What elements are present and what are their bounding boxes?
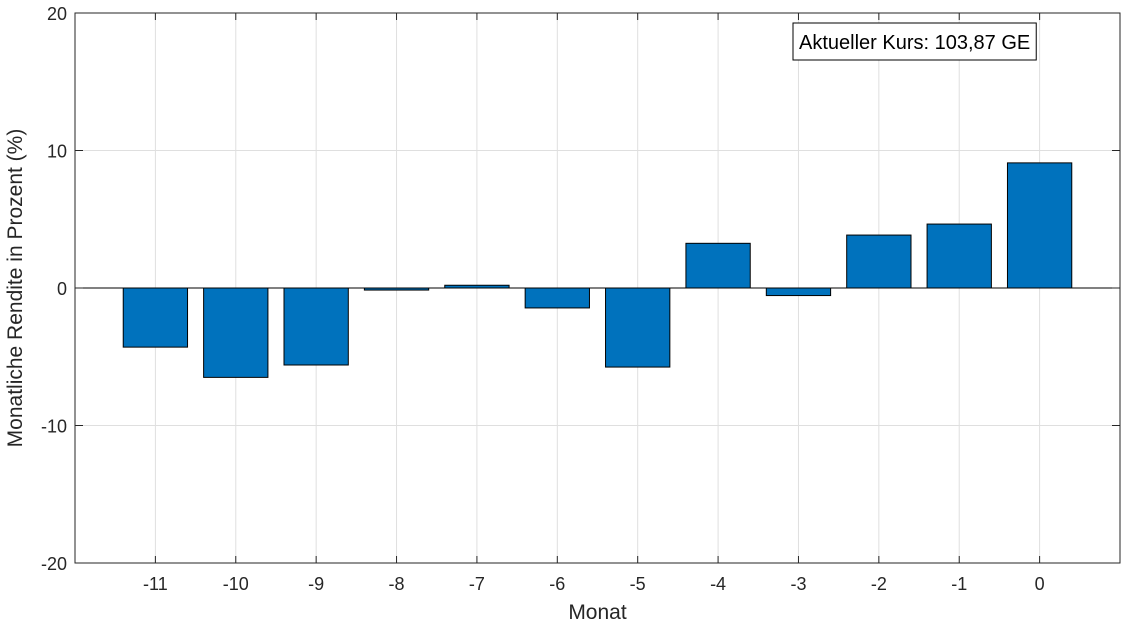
x-tick-label: -1 [951, 574, 967, 594]
x-tick-label: -5 [630, 574, 646, 594]
y-tick-labels: -20 -10 0 10 20 [41, 4, 67, 574]
x-tick-label: -9 [308, 574, 324, 594]
bar [926, 223, 992, 289]
x-tick-label: 0 [1035, 574, 1045, 594]
y-tick-label: -20 [41, 554, 67, 574]
x-tick-label: -8 [389, 574, 405, 594]
x-tick-label: -11 [143, 574, 168, 594]
x-tick-labels: -11 -10 -9 -8 -7 -6 -5 -4 -3 -2 -1 0 [143, 574, 1045, 594]
y-tick-label: -10 [41, 417, 67, 437]
bar [1006, 162, 1073, 289]
x-tick-label: -6 [549, 574, 565, 594]
bar [685, 242, 751, 289]
x-tick-label: -2 [871, 574, 887, 594]
bar [605, 287, 671, 368]
x-tick-label: -3 [790, 574, 806, 594]
bar [846, 234, 912, 289]
bar [524, 287, 590, 309]
axis-ticks [75, 12, 1120, 564]
price-annotation-box [792, 22, 1037, 61]
x-axis-label: Monat [568, 601, 627, 624]
y-axis-label: Monatliche Rendite in Prozent (%) [4, 129, 27, 448]
bars [122, 162, 1073, 378]
x-tick-label: -10 [223, 574, 249, 594]
bar [122, 287, 189, 348]
x-tick-label: -4 [710, 574, 726, 594]
x-tick-label: -7 [469, 574, 485, 594]
y-tick-label: 20 [47, 4, 67, 24]
bar [203, 287, 269, 378]
y-tick-label: 0 [57, 279, 67, 299]
bar [283, 287, 349, 366]
bar [765, 287, 832, 297]
y-tick-label: 10 [47, 142, 67, 162]
price-annotation-text: Aktueller Kurs: 103,87 GE [799, 32, 1030, 54]
price-annotation: Aktueller Kurs: 103,87 GE [792, 22, 1037, 61]
